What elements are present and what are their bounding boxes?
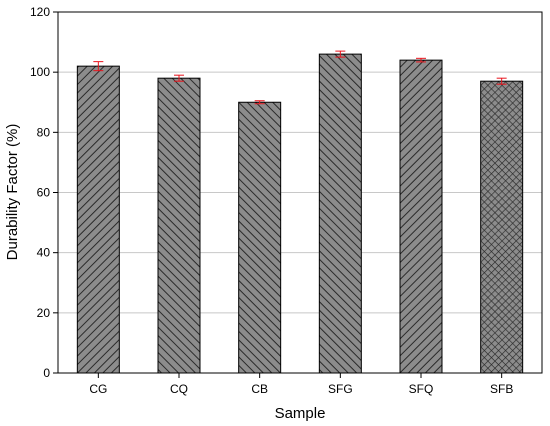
x-tick-label: SFG [328,382,353,396]
bar-cg [76,65,120,374]
x-tick-label: CB [251,382,268,396]
bar-cb [238,101,282,374]
x-tick-label: SFB [490,382,513,396]
x-axis: CG CQ CB SFG SFQ SFB [89,373,513,396]
x-tick-label: CG [89,382,107,396]
x-tick-label: CQ [170,382,188,396]
x-tick-label: SFQ [409,382,434,396]
bar-sfq [399,59,443,374]
y-tick-label: 60 [37,186,51,200]
y-tick-label: 120 [30,5,50,19]
error-bars [93,50,507,105]
bar-cq [157,77,201,374]
y-tick-label: 0 [43,366,50,380]
y-axis-title: Durability Factor (%) [4,124,21,261]
bar-sfb [480,80,524,374]
bars [76,53,524,374]
y-tick-label: 80 [37,125,51,139]
y-axis: 0 20 40 60 80 100 120 [30,5,58,380]
bar-sfg [318,53,362,374]
y-tick-label: 20 [37,306,51,320]
y-tick-label: 40 [37,246,51,260]
grid-lines [58,71,542,314]
y-tick-label: 100 [30,65,50,79]
x-axis-title: Sample [275,405,326,422]
